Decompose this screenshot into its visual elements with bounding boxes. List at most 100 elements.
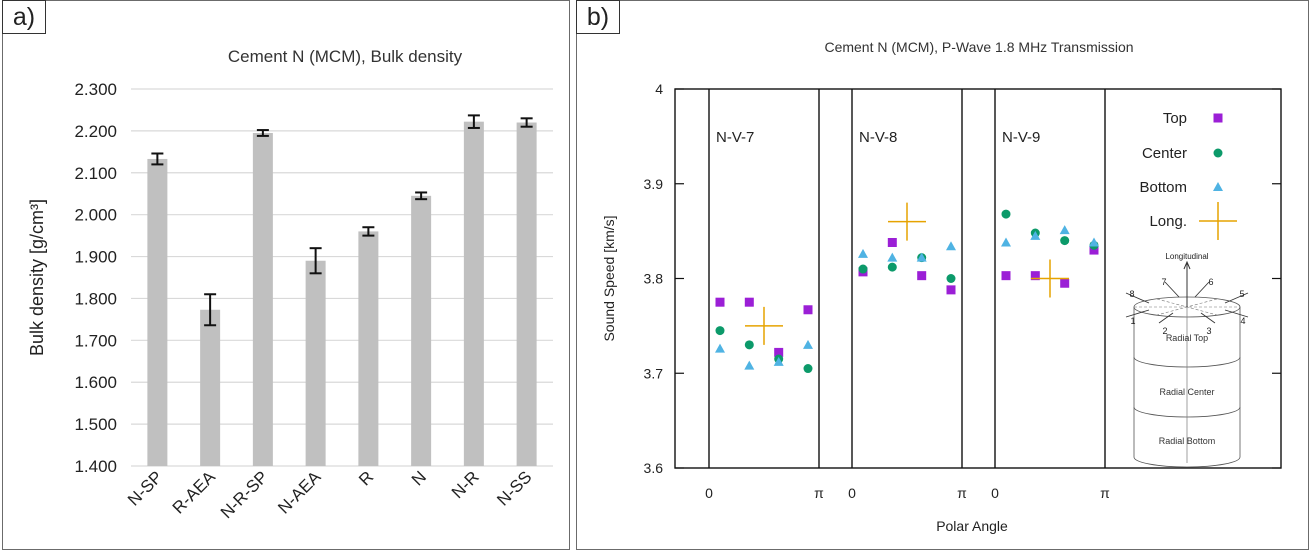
y-tick-label: 1.500	[74, 415, 117, 434]
legend-marker-top	[1213, 113, 1223, 123]
point-center	[887, 262, 897, 272]
panel-a: a) Cement N (MCM), Bulk density 1.400 1.50…	[2, 0, 570, 550]
x-tick-label: π	[1100, 485, 1110, 501]
y-tick-label: 1.800	[74, 289, 117, 308]
point-top	[715, 297, 725, 307]
point-top	[803, 305, 813, 315]
bar	[147, 158, 168, 466]
direction-label: 3	[1206, 326, 1211, 336]
x-tick-label: 0	[991, 485, 999, 501]
point-center	[1001, 209, 1011, 219]
x-tick-label: N-SP	[124, 467, 166, 509]
cylinder-bottom-edge	[1133, 456, 1241, 468]
x-tick-label: N-R-SP	[217, 467, 272, 522]
point-top	[1089, 245, 1099, 255]
point-bottom	[803, 339, 813, 349]
bar	[516, 122, 537, 466]
y-tick-label: 1.600	[74, 373, 117, 392]
direction-label: 5	[1239, 289, 1244, 299]
y-tick-label: 3.7	[644, 365, 664, 381]
point-longitudinal	[888, 202, 926, 241]
y-tick-label: 1.700	[74, 331, 117, 350]
point-center	[715, 326, 725, 336]
x-tick-label: π	[814, 485, 824, 501]
point-bottom	[887, 252, 898, 262]
y-tick-label: 1.400	[74, 457, 117, 476]
y-tick-label: 2.000	[74, 206, 117, 225]
section-label: Radial Center	[1159, 387, 1214, 397]
x-tick-label: R	[355, 467, 377, 489]
point-longitudinal	[1031, 259, 1069, 298]
section-label: Radial Bottom	[1159, 436, 1216, 446]
point-longitudinal	[745, 306, 783, 345]
panel-b-label: b)	[576, 0, 620, 34]
direction-label: 4	[1240, 316, 1245, 326]
bar	[463, 121, 484, 466]
point-top	[917, 271, 927, 281]
point-bottom	[773, 356, 784, 366]
direction-label: 2	[1162, 326, 1167, 336]
diagram-top-label: Longitudinal	[1165, 252, 1208, 261]
x-tick-label: N-SS	[493, 467, 535, 509]
legend-marker-longitudinal	[1199, 202, 1237, 240]
legend-marker-bottom	[1213, 182, 1223, 191]
point-center	[744, 340, 754, 350]
point-bottom	[1059, 225, 1070, 235]
cylinder-diagram: Longitudinal 1 2 3 4 5 6 7 8 Radial Top Radial Cen…	[1125, 252, 1249, 468]
point-center	[946, 274, 956, 283]
point-center	[858, 264, 868, 274]
x-tick-label: 0	[848, 485, 856, 501]
y-tick-label: 2.100	[74, 164, 117, 183]
point-bottom	[744, 360, 755, 370]
y-tick-label: 1.900	[74, 248, 117, 267]
x-tick-label: N-AEA	[274, 467, 325, 518]
point-top	[887, 237, 897, 247]
point-top	[774, 347, 784, 357]
direction-label: 8	[1129, 289, 1134, 299]
chart-b-title: Cement N (MCM), P-Wave 1.8 MHz Transmiss…	[824, 39, 1133, 55]
group-label: N-V-8	[859, 129, 897, 146]
direction-label: 7	[1161, 277, 1166, 287]
direction-arrow	[1164, 281, 1180, 298]
y-axis-label: Sound Speed [km/s]	[601, 215, 617, 341]
panel-b: b) Cement N (MCM), P-Wave 1.8 MHz Transm…	[576, 0, 1309, 550]
point-bottom	[1001, 237, 1011, 247]
point-top	[1060, 278, 1070, 288]
bar	[305, 260, 326, 466]
direction-label: 6	[1208, 277, 1213, 287]
plot-frame	[674, 88, 1282, 469]
section-label: Radial Top	[1166, 333, 1208, 343]
point-center	[803, 364, 813, 374]
x-tick-label: N	[408, 467, 430, 489]
point-bottom	[916, 252, 927, 262]
legend-label: Bottom	[1139, 179, 1187, 196]
x-tick-label: 0	[705, 485, 713, 501]
legend-marker-center	[1213, 148, 1223, 158]
panel-a-label: a)	[2, 0, 46, 34]
direction-arrow	[1194, 281, 1210, 298]
direction-arrow	[1224, 309, 1249, 318]
point-top	[1030, 271, 1040, 281]
x-tick-label: R-AEA	[169, 467, 220, 518]
bar	[358, 231, 379, 466]
y-tick-label: 4	[655, 81, 663, 97]
direction-arrow	[1224, 292, 1249, 304]
legend-label: Center	[1142, 145, 1187, 162]
point-bottom	[1089, 237, 1099, 247]
bar	[411, 195, 432, 467]
group-label: N-V-9	[1002, 129, 1040, 146]
direction-arrow	[1200, 312, 1216, 324]
point-bottom	[946, 241, 956, 251]
arrow-head	[1183, 260, 1191, 270]
legend-label: Top	[1163, 110, 1187, 127]
point-top	[946, 285, 956, 295]
x-axis-label: Polar Angle	[936, 518, 1008, 534]
y-tick-label: 3.8	[644, 271, 664, 287]
x-tick-label: π	[957, 485, 967, 501]
point-bottom	[1030, 230, 1041, 240]
chart-a-title: Cement N (MCM), Bulk density	[228, 47, 463, 66]
direction-label: 1	[1130, 316, 1135, 326]
point-bottom	[858, 248, 868, 258]
point-bottom	[715, 343, 725, 353]
sound-speed-scatter-chart: Cement N (MCM), P-Wave 1.8 MHz Transmiss…	[601, 39, 1282, 534]
